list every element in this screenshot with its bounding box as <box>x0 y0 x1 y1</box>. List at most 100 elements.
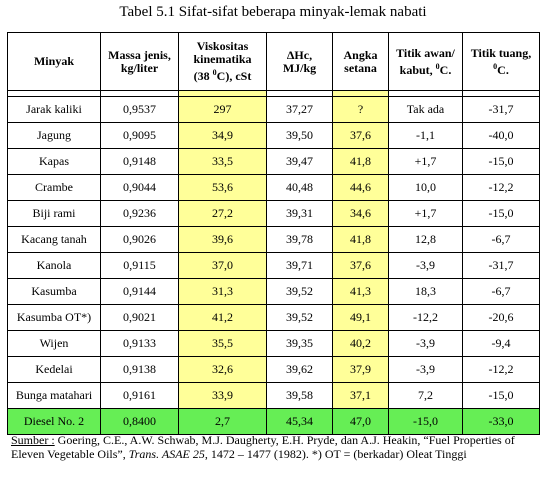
row-value-cell: 53,6 <box>178 174 267 201</box>
row-value-cell: 39,47 <box>266 148 333 175</box>
row-value-cell: 37,1 <box>332 382 389 409</box>
row-value-cell: 0,9236 <box>100 200 179 227</box>
row-value-cell: 31,3 <box>178 278 267 305</box>
row-value-cell: 10,0 <box>388 174 463 201</box>
row-value-cell: -6,7 <box>462 278 540 305</box>
row-value-cell: 2,7 <box>178 408 267 435</box>
row-value-cell: 39,71 <box>266 252 333 279</box>
table-row: Wijen 0,9133 35,5 39,35 40,2 -3,9 -9,4 <box>7 330 540 357</box>
header-row: Minyak Massa jenis, kg/liter Viskositas ki… <box>7 32 540 91</box>
row-value-cell: -31,7 <box>462 96 540 123</box>
table-row: Biji rami 0,9236 27,2 39,31 34,6 +1,7 -15,0 <box>7 200 540 227</box>
row-value-cell: 39,35 <box>266 330 333 357</box>
col-header-titik-tuang: Titik tuang, 0C. <box>462 32 540 91</box>
row-value-cell: 0,9026 <box>100 226 179 253</box>
table-row: Kapas 0,9148 33,5 39,47 41,8 +1,7 -15,0 <box>7 148 540 175</box>
row-value-cell: -40,0 <box>462 122 540 149</box>
col-header-minyak: Minyak <box>7 32 101 91</box>
diesel-row: Diesel No. 2 0,8400 2,7 45,34 47,0 -15,0 -33,0 <box>7 408 540 435</box>
row-value-cell: -15,0 <box>462 148 540 175</box>
col-header-massa-jenis: Massa jenis, kg/liter <box>100 32 179 91</box>
row-value-cell: 0,9115 <box>100 252 179 279</box>
row-value-cell: 33,5 <box>178 148 267 175</box>
row-value-cell: 0,9095 <box>100 122 179 149</box>
properties-table: Minyak Massa jenis, kg/liter Viskositas ki… <box>7 32 540 435</box>
row-value-cell: 7,2 <box>388 382 463 409</box>
row-value-cell: 0,8400 <box>100 408 179 435</box>
row-value-cell: 0,9537 <box>100 96 179 123</box>
row-value-cell: Tak ada <box>388 96 463 123</box>
table-row: Jarak kaliki 0,9537 297 37,27? Tak ada -31,7 <box>7 96 540 123</box>
row-value-cell: 0,9161 <box>100 382 179 409</box>
row-value-cell: -12,2 <box>462 356 540 383</box>
row-value-cell: 12,8 <box>388 226 463 253</box>
row-value-cell: 45,34 <box>266 408 333 435</box>
row-value-cell: -12,2 <box>462 174 540 201</box>
row-value-cell: 18,3 <box>388 278 463 305</box>
row-value-cell: 39,6 <box>178 226 267 253</box>
row-name-cell: Kapas <box>7 148 101 175</box>
table-row: Kasumba OT*) 0,9021 41,2 39,52 49,1 -12,2 -20,… <box>7 304 540 331</box>
row-value-cell: 39,31 <box>266 200 333 227</box>
row-name-cell: Crambe <box>7 174 101 201</box>
row-name-cell: Kanola <box>7 252 101 279</box>
row-value-cell: 0,9021 <box>100 304 179 331</box>
col-header-delta-hc: ΔHc, MJ/kg <box>266 32 333 91</box>
row-value-cell: -12,2 <box>388 304 463 331</box>
row-name-cell: Jarak kaliki <box>7 96 101 123</box>
row-value-cell: 41,2 <box>178 304 267 331</box>
table-row: Kasumba 0,9144 31,3 39,52 41,3 18,3 -6,7 <box>7 278 540 305</box>
col-header-titik-awan: Titik awan/kabut, 0C. <box>388 32 463 91</box>
row-value-cell: 35,5 <box>178 330 267 357</box>
source-text-2: , 1472 – 1477 (1982). *) OT = (berkadar)… <box>204 447 467 461</box>
row-value-cell: ? <box>332 96 389 123</box>
table-row: Jagung 0,9095 34,9 39,50 37,6 -1,1 -40,0 <box>7 122 540 149</box>
row-value-cell: +1,7 <box>388 148 463 175</box>
row-value-cell: 41,3 <box>332 278 389 305</box>
row-value-cell: 33,9 <box>178 382 267 409</box>
row-value-cell: 39,50 <box>266 122 333 149</box>
row-value-cell: 40,2 <box>332 330 389 357</box>
row-value-cell: -3,9 <box>388 330 463 357</box>
row-value-cell: 39,62 <box>266 356 333 383</box>
row-value-cell: 37,27 <box>266 96 333 123</box>
row-name-cell: Biji rami <box>7 200 101 227</box>
table-row: Crambe 0,9044 53,6 40,48 44,6 10,0 -12,2 <box>7 174 540 201</box>
row-name-cell: Bunga matahari <box>7 382 101 409</box>
row-value-cell: 27,2 <box>178 200 267 227</box>
row-value-cell: 41,8 <box>332 148 389 175</box>
row-value-cell: 44,6 <box>332 174 389 201</box>
row-value-cell: 32,6 <box>178 356 267 383</box>
row-value-cell: 0,9144 <box>100 278 179 305</box>
row-value-cell: 0,9148 <box>100 148 179 175</box>
row-value-cell: 40,48 <box>266 174 333 201</box>
table-row: Kacang tanah 0,9026 39,6 39,78 41,8 12,8 -6,7 <box>7 226 540 253</box>
row-name-cell: Kasumba OT*) <box>7 304 101 331</box>
row-value-cell: -1,1 <box>388 122 463 149</box>
source-note: Sumber : Goering, C.E., A.W. Schwab, M.J… <box>11 433 541 461</box>
row-value-cell: -15,0 <box>388 408 463 435</box>
row-value-cell: -33,0 <box>462 408 540 435</box>
row-value-cell: -6,7 <box>462 226 540 253</box>
col-header-angka-setana: Angka setana <box>332 32 389 91</box>
row-value-cell: -15,0 <box>462 200 540 227</box>
row-value-cell: 37,6 <box>332 122 389 149</box>
table-row: Kedelai 0,9138 32,6 39,62 37,9 -3,9 -12,2 <box>7 356 540 383</box>
source-journal: Trans. ASAE 25 <box>128 447 205 461</box>
row-name-cell: Kacang tanah <box>7 226 101 253</box>
row-value-cell: 49,1 <box>332 304 389 331</box>
row-value-cell: 41,8 <box>332 226 389 253</box>
row-value-cell: -3,9 <box>388 252 463 279</box>
row-value-cell: -3,9 <box>388 356 463 383</box>
col-header-viskositas: Viskositas kinematika (38 0C), cSt <box>178 32 267 91</box>
row-value-cell: 37,9 <box>332 356 389 383</box>
row-value-cell: 297 <box>178 96 267 123</box>
row-value-cell: -20,6 <box>462 304 540 331</box>
row-value-cell: 39,78 <box>266 226 333 253</box>
table-body: Jarak kaliki 0,9537 297 37,27? Tak ada -31,7 J… <box>7 96 540 435</box>
row-name-cell: Jagung <box>7 122 101 149</box>
source-text-1: Goering, C.E., A.W. Schwab, M.J. Daugher… <box>11 433 515 461</box>
row-value-cell: 39,52 <box>266 304 333 331</box>
row-value-cell: 39,58 <box>266 382 333 409</box>
row-value-cell: 39,52 <box>266 278 333 305</box>
